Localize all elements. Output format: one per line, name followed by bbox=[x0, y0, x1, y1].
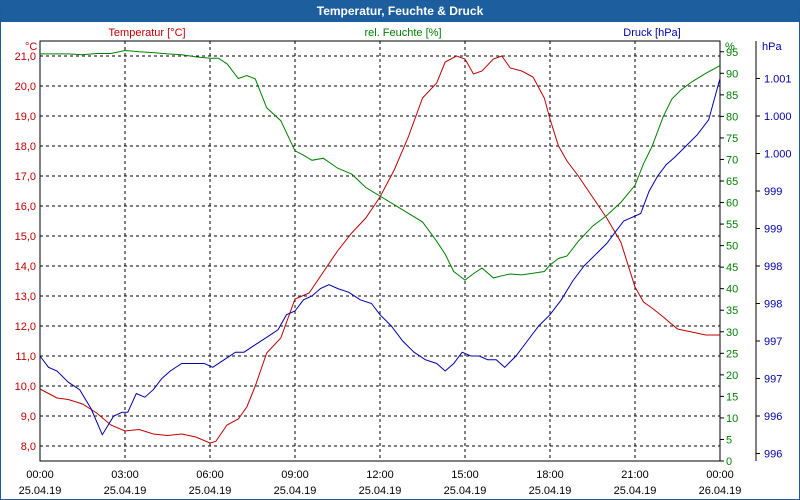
humidity-tick-label: 70 bbox=[726, 154, 738, 166]
x-tick-date: 25.04.19 bbox=[359, 485, 402, 497]
humidity-tick-label: 50 bbox=[726, 241, 738, 253]
pressure-tick-label: 998 bbox=[764, 299, 782, 311]
x-tick-time: 06:00 bbox=[196, 469, 224, 481]
temperature-tick-label: 20,0 bbox=[15, 81, 36, 93]
window-title: Temperatur, Feuchte & Druck bbox=[1, 1, 799, 22]
x-tick-time: 03:00 bbox=[111, 469, 139, 481]
temperature-tick-label: 14,0 bbox=[15, 261, 36, 273]
pressure-tick-label: 998 bbox=[764, 261, 782, 273]
temperature-series-line bbox=[39, 55, 720, 444]
pressure-unit: hPa bbox=[762, 41, 782, 53]
humidity-tick-label: 40 bbox=[726, 284, 738, 296]
x-tick-date: 25.04.19 bbox=[19, 485, 62, 497]
temperature-unit: °C bbox=[25, 41, 37, 53]
temperature-tick-label: 8,0 bbox=[21, 441, 36, 453]
temperature-tick-label: 9,0 bbox=[21, 411, 36, 423]
x-tick-time: 21:00 bbox=[621, 469, 649, 481]
temperature-tick-label: 19,0 bbox=[15, 111, 36, 123]
x-tick-date: 25.04.19 bbox=[104, 485, 147, 497]
x-tick-time: 00:00 bbox=[706, 469, 734, 481]
pressure-tick-label: 996 bbox=[764, 411, 782, 423]
temperature-tick-label: 17,0 bbox=[15, 171, 36, 183]
temperature-tick-label: 18,0 bbox=[15, 141, 36, 153]
temperature-tick-label: 13,0 bbox=[15, 291, 36, 303]
humidity-axis-label: rel. Feuchte [%] bbox=[364, 27, 441, 39]
pressure-axis-label: Druck [hPa] bbox=[623, 27, 680, 39]
x-tick-time: 15:00 bbox=[451, 469, 479, 481]
x-tick-time: 12:00 bbox=[366, 469, 394, 481]
x-tick-time: 09:00 bbox=[281, 469, 309, 481]
pressure-tick-label: 999 bbox=[764, 224, 782, 236]
pressure-tick-label: 997 bbox=[764, 336, 782, 348]
humidity-tick-label: 95 bbox=[726, 47, 738, 59]
humidity-tick-label: 35 bbox=[726, 305, 738, 317]
x-tick-time: 18:00 bbox=[536, 469, 564, 481]
humidity-tick-label: 85 bbox=[726, 90, 738, 102]
humidity-tick-label: 65 bbox=[726, 176, 738, 188]
x-tick-date: 25.04.19 bbox=[529, 485, 572, 497]
temperature-tick-label: 21,0 bbox=[15, 51, 36, 63]
humidity-tick-label: 90 bbox=[726, 68, 738, 80]
x-tick-time: 00:00 bbox=[26, 469, 54, 481]
humidity-tick-label: 80 bbox=[726, 111, 738, 123]
temperature-tick-label: 11,0 bbox=[15, 351, 36, 363]
temperature-tick-label: 15,0 bbox=[15, 231, 36, 243]
temperature-tick-label: 12,0 bbox=[15, 321, 36, 333]
x-tick-date: 25.04.19 bbox=[614, 485, 657, 497]
humidity-tick-label: 20 bbox=[726, 370, 738, 382]
humidity-unit: % bbox=[725, 41, 735, 53]
pressure-tick-label: 997 bbox=[764, 374, 782, 386]
humidity-tick-label: 30 bbox=[726, 327, 738, 339]
pressure-series-line bbox=[39, 78, 721, 436]
humidity-tick-label: 75 bbox=[726, 133, 738, 145]
pressure-tick-label: 996 bbox=[764, 449, 782, 461]
humidity-tick-label: 45 bbox=[726, 262, 738, 274]
humidity-tick-label: 60 bbox=[726, 198, 738, 210]
humidity-tick-label: 0 bbox=[726, 456, 732, 468]
pressure-tick-label: 1.000 bbox=[764, 149, 792, 161]
humidity-tick-label: 15 bbox=[726, 391, 738, 403]
temperature-tick-label: 10,0 bbox=[15, 381, 36, 393]
humidity-series-line bbox=[40, 49, 721, 281]
pressure-tick-label: 1.000 bbox=[764, 111, 792, 123]
temperature-axis-label: Temperatur [°C] bbox=[108, 27, 185, 39]
x-tick-date: 26.04.19 bbox=[699, 485, 742, 497]
temperature-tick-label: 16,0 bbox=[15, 201, 36, 213]
x-tick-date: 25.04.19 bbox=[444, 485, 487, 497]
pressure-tick-label: 1.001 bbox=[764, 74, 792, 86]
humidity-tick-label: 10 bbox=[726, 413, 738, 425]
x-tick-date: 25.04.19 bbox=[189, 485, 232, 497]
plot-frame bbox=[39, 40, 721, 462]
pressure-tick-label: 999 bbox=[764, 186, 782, 198]
humidity-tick-label: 55 bbox=[726, 219, 738, 231]
humidity-tick-label: 5 bbox=[726, 434, 732, 446]
x-tick-date: 25.04.19 bbox=[274, 485, 317, 497]
humidity-tick-label: 25 bbox=[726, 348, 738, 360]
